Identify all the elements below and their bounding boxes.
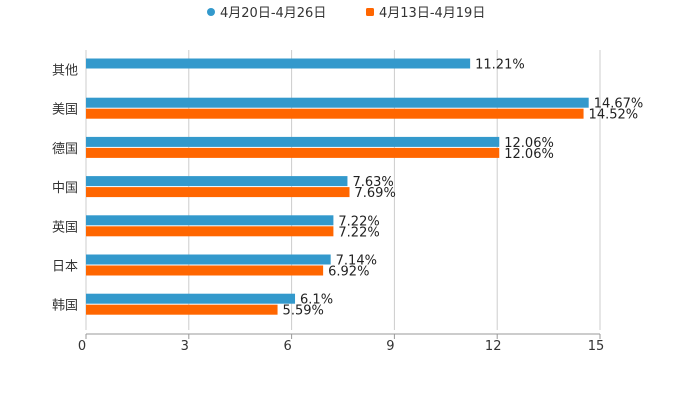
bar-week-0420	[86, 215, 334, 226]
data-label: 14.52%	[589, 108, 639, 123]
legend-item-label[interactable]: 4月13日-4月19日	[379, 6, 485, 21]
bar-week-0413	[86, 187, 350, 198]
data-label: 7.22%	[338, 214, 379, 229]
x-tick-label: 9	[386, 339, 394, 354]
x-tick-label: 15	[588, 339, 605, 354]
data-label: 6.1%	[300, 293, 333, 308]
bar-week-0420	[86, 58, 471, 69]
bar-week-0420	[86, 293, 296, 304]
bar-week-0413	[86, 147, 500, 158]
category-label: 其他	[52, 64, 78, 79]
legend-marker-circle-icon[interactable]	[207, 8, 215, 16]
bar-week-0420	[86, 254, 331, 265]
data-label: 14.67%	[594, 97, 644, 112]
x-tick-label: 12	[485, 339, 502, 354]
data-label: 7.14%	[336, 254, 377, 269]
data-label: 7.69%	[355, 186, 396, 201]
category-label: 英国	[52, 220, 78, 235]
bar-week-0413	[86, 304, 278, 315]
bar-week-0413	[86, 108, 584, 119]
category-label: 德国	[52, 142, 78, 157]
category-label: 日本	[52, 260, 78, 275]
bar-week-0420	[86, 97, 589, 108]
x-tick-label: 0	[78, 339, 86, 354]
data-label: 11.21%	[475, 58, 525, 73]
bar-week-0413	[86, 226, 334, 237]
category-label: 美国	[52, 103, 78, 118]
x-tick-label: 6	[283, 339, 291, 354]
legend-item-label[interactable]: 4月20日-4月26日	[220, 6, 326, 21]
legend-marker-square-icon[interactable]	[366, 8, 374, 16]
bar-week-0420	[86, 136, 500, 147]
bar-week-0413	[86, 265, 324, 276]
data-label: 7.63%	[352, 175, 393, 190]
x-tick-label: 3	[181, 339, 189, 354]
data-label: 5.59%	[283, 304, 324, 319]
data-label: 7.22%	[338, 225, 379, 240]
data-label: 6.92%	[328, 265, 369, 280]
data-label: 12.06%	[504, 147, 554, 162]
category-label: 中国	[52, 181, 78, 196]
category-label: 韩国	[52, 299, 78, 314]
bar-week-0420	[86, 176, 348, 187]
data-label: 12.06%	[504, 136, 554, 151]
